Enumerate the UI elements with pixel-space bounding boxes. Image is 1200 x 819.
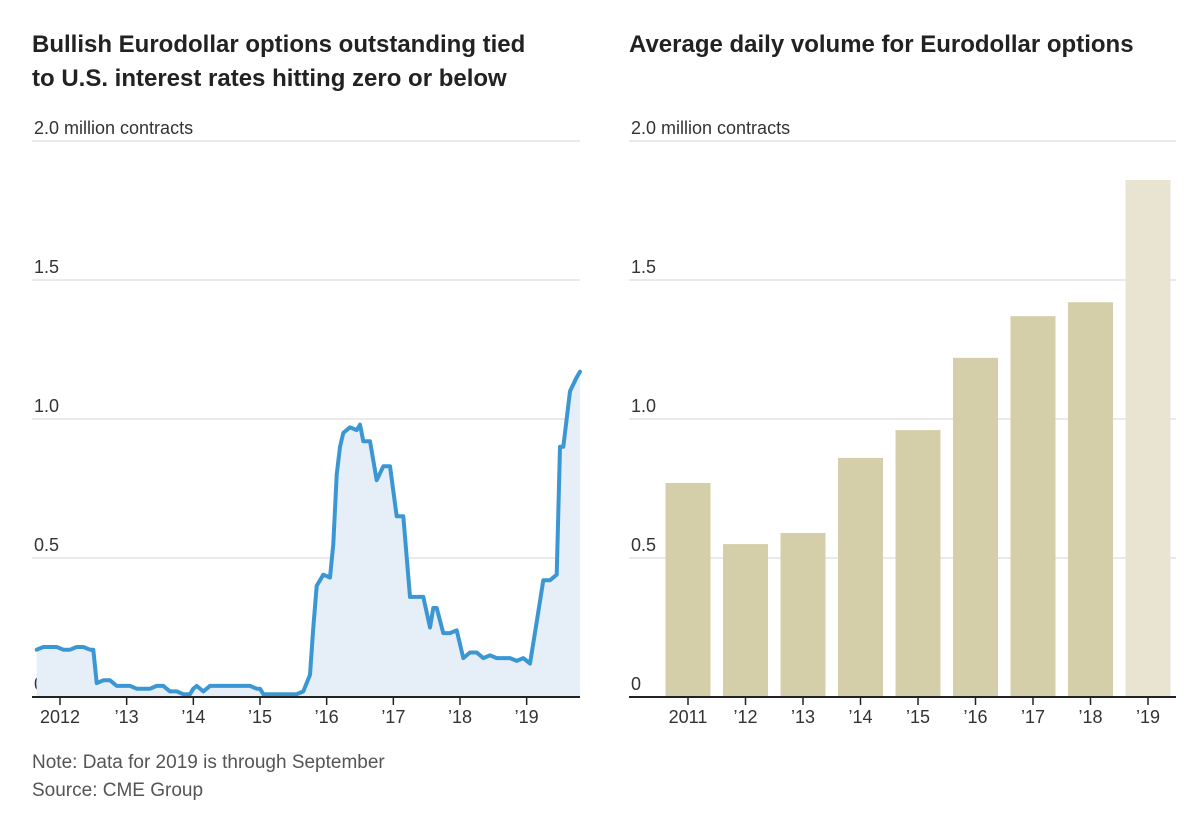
y-tick-label: 1.0 <box>631 396 656 416</box>
bar <box>838 457 883 697</box>
x-tick-label: ’16 <box>315 707 339 727</box>
x-tick-label: ’19 <box>515 707 539 727</box>
x-tick-label: ’14 <box>181 707 205 727</box>
series-line <box>34 369 582 697</box>
x-tick-label: ’15 <box>248 707 272 727</box>
y-tick-label: 1.5 <box>34 257 59 277</box>
bar <box>723 544 768 697</box>
bar <box>665 482 711 697</box>
right-chart-title: Average daily volume for Eurodollar opti… <box>629 31 1134 58</box>
y-tick-label: 2.0 million contracts <box>631 118 790 138</box>
x-tick-label: ’19 <box>1136 707 1160 727</box>
y-tick-label: 0.5 <box>631 535 656 555</box>
bar <box>953 357 998 697</box>
x-tick-label: ’15 <box>906 707 930 727</box>
right-chart-panel: Average daily volume for Eurodollar opti… <box>600 0 1200 819</box>
bar <box>1010 316 1056 697</box>
x-tick-label: ’13 <box>791 707 815 727</box>
y-tick-label: 0.5 <box>34 535 59 555</box>
x-tick-label: ’17 <box>381 707 405 727</box>
x-tick-label: ’16 <box>963 707 987 727</box>
x-tick-label: ’14 <box>848 707 872 727</box>
y-tick-label: 1.5 <box>631 257 656 277</box>
footer-note: Note: Data for 2019 is through September <box>32 752 385 773</box>
bar <box>1125 179 1171 698</box>
x-tick-label: ’13 <box>115 707 139 727</box>
x-tick-label: 2011 <box>669 707 708 727</box>
left-chart-panel: Bullish Eurodollar options outstanding t… <box>32 31 582 801</box>
bar <box>780 532 826 697</box>
x-tick-label: 2012 <box>40 707 80 727</box>
bar <box>1068 302 1113 697</box>
left-chart-svg: 2.0 million contracts1.51.00.502012’13’1… <box>32 118 582 727</box>
series-area <box>36 371 580 697</box>
y-tick-label: 0 <box>631 674 641 694</box>
right-chart-svg: 2.0 million contracts 1.5 1.0 0.5 0 2011 ’12 ’1… <box>629 118 1176 727</box>
x-tick-label: ’18 <box>448 707 472 727</box>
y-tick-label: 2.0 million contracts <box>34 118 193 138</box>
left-chart-title: Bullish Eurodollar options outstanding t… <box>32 31 526 92</box>
bar <box>895 430 941 697</box>
x-tick-label: ’18 <box>1078 707 1102 727</box>
x-tick-label: ’17 <box>1021 707 1045 727</box>
y-tick-label: 1.0 <box>34 396 59 416</box>
footer-source: Source: CME Group <box>32 780 204 801</box>
x-tick-label: ’12 <box>733 707 757 727</box>
